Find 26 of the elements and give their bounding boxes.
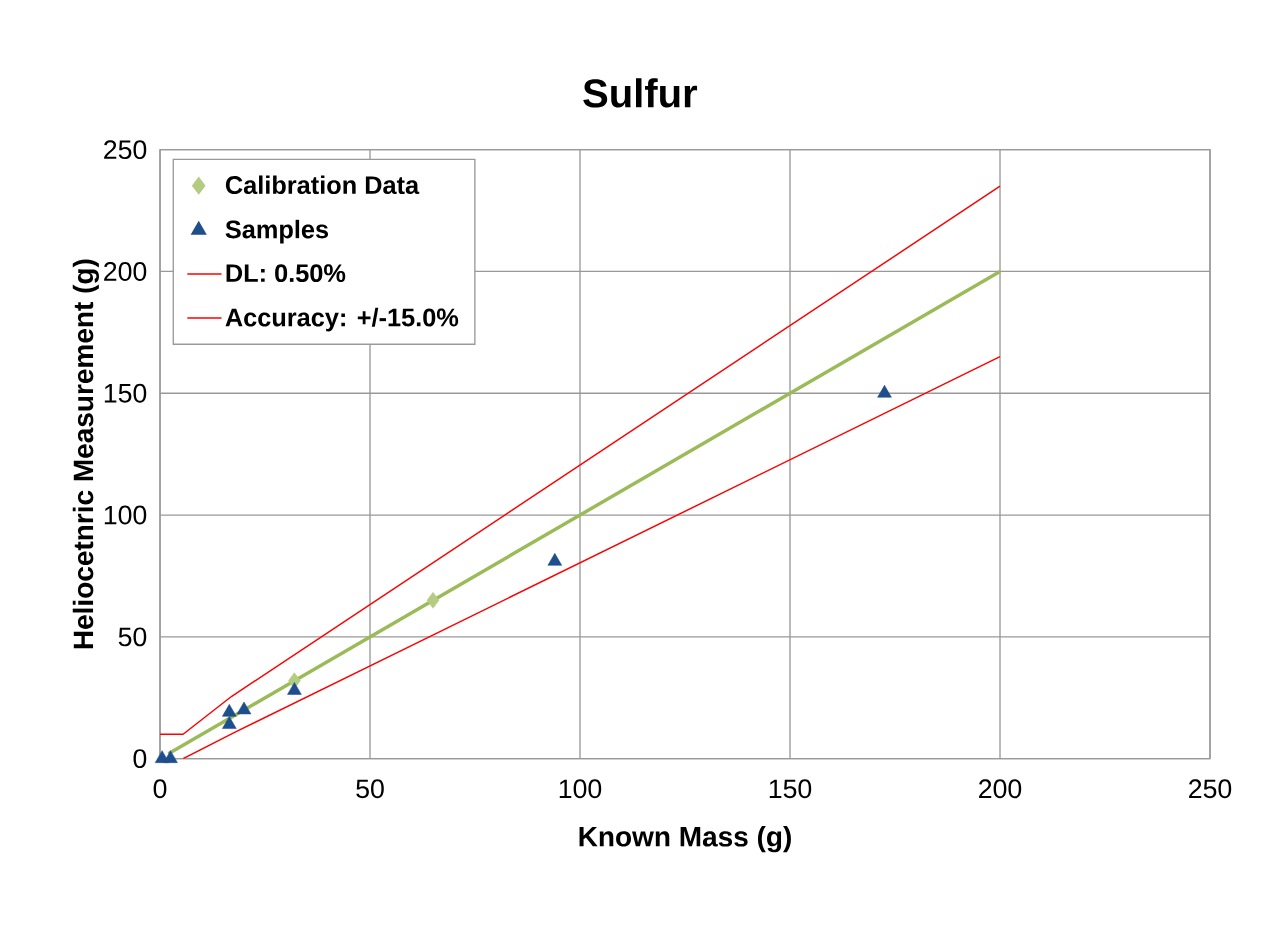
x-tick-label: 100 xyxy=(559,779,602,799)
x-tick-label: 250 xyxy=(1189,779,1232,799)
point xyxy=(163,750,178,763)
y-tick-label: 0 xyxy=(133,749,147,769)
x-tick-label: 0 xyxy=(153,779,167,799)
legend-label: DL: 0.50% xyxy=(226,264,346,283)
point xyxy=(547,553,562,566)
point xyxy=(236,701,252,715)
x-tick-label: 50 xyxy=(356,779,384,799)
point xyxy=(222,704,237,717)
legend-label: Calibration Data xyxy=(225,175,420,195)
y-tick-label: 250 xyxy=(104,140,147,160)
y-tick-label: 150 xyxy=(104,383,147,403)
x-axis-title: Known Mass (g) xyxy=(579,826,791,853)
chart-title: Sulfur xyxy=(583,78,698,108)
point xyxy=(287,682,302,695)
legend-label: Samples xyxy=(225,219,329,244)
point xyxy=(222,716,237,729)
y-tick-label: 100 xyxy=(104,505,147,525)
y-tick-label: 200 xyxy=(104,262,147,281)
y-tick-label: 50 xyxy=(118,627,147,647)
point xyxy=(877,384,892,398)
x-tick-label: 150 xyxy=(769,779,812,799)
legend-label: Accuracy: +/-15.0% xyxy=(225,307,459,332)
x-tick-label: 200 xyxy=(979,779,1022,799)
y-axis-title: Heliocetnric Measurement (g) xyxy=(72,259,99,649)
